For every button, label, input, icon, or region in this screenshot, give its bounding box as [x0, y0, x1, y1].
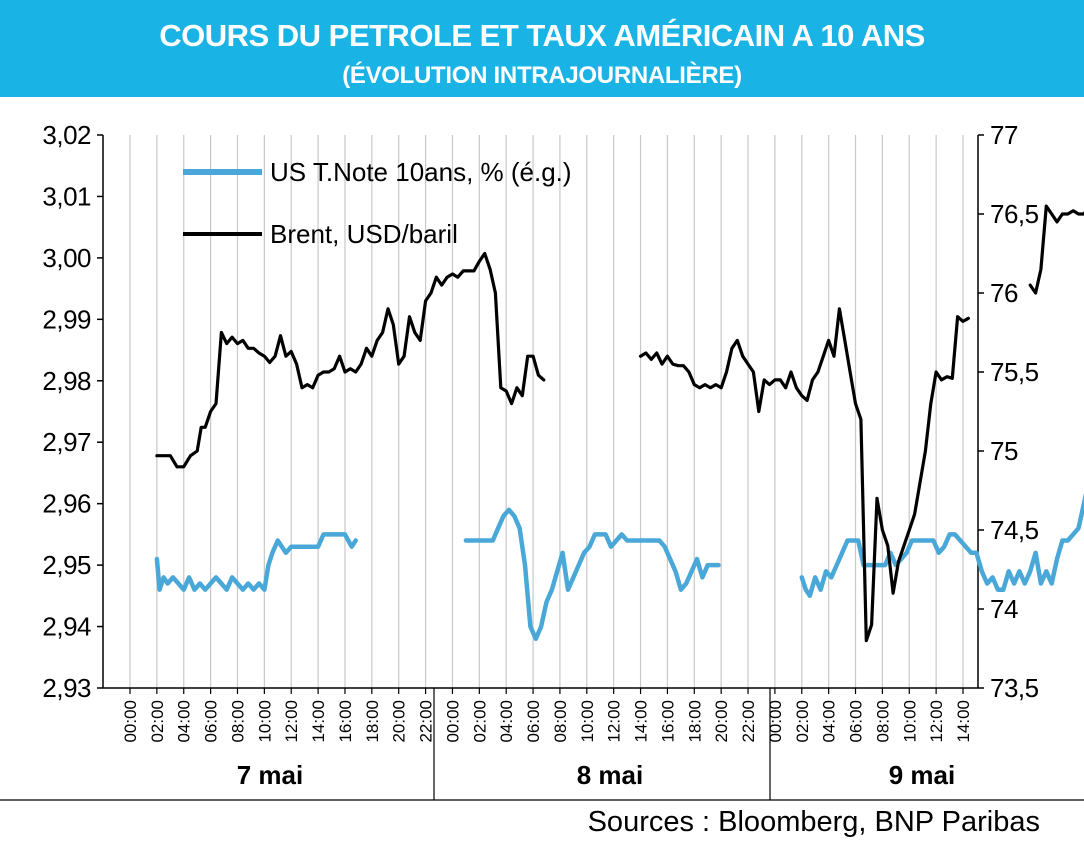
x-axis-tick-label: 04:00 — [497, 700, 516, 743]
x-axis-tick-label: 18:00 — [363, 700, 382, 743]
chart-title: COURS DU PETROLE ET TAUX AMÉRICAIN A 10 … — [159, 18, 925, 53]
left-axis-tick-label: 3,02 — [42, 120, 91, 150]
x-axis-tick-label: 20:00 — [390, 700, 409, 743]
series-lines — [154, 204, 1084, 643]
left-axis-tick-labels: 2,93 2,94 2,95 2,96 2,97 2,98 2,99 3,00 3,01 3,02 — [42, 120, 91, 703]
x-axis-tick-label: 00:00 — [766, 700, 785, 743]
x-axis-tick-label: 08:00 — [873, 700, 892, 743]
x-axis-tick-label: 00:00 — [121, 700, 140, 743]
x-axis-tick-label: 22:00 — [739, 700, 758, 743]
right-axis-tick-label: 76 — [990, 278, 1018, 308]
x-axis-tick-label: 12:00 — [282, 700, 301, 743]
axes — [97, 134, 984, 694]
left-axis-tick-label: 2,96 — [42, 489, 91, 519]
legend-label-tnote: US T.Note 10ans, % (é.g.) — [270, 157, 572, 187]
x-axis-tick-label: 16:00 — [658, 700, 677, 743]
x-axis-tick-label: 20:00 — [712, 700, 731, 743]
left-axis-tick-label: 2,93 — [42, 673, 91, 703]
x-axis-tick-label: 10:00 — [255, 700, 274, 743]
x-axis-tick-label: 14:00 — [632, 700, 651, 743]
day-label: 8 mai — [577, 760, 644, 790]
title-banner: COURS DU PETROLE ET TAUX AMÉRICAIN A 10 … — [0, 0, 1084, 97]
x-axis-tick-label: 14:00 — [309, 700, 328, 743]
x-axis-tick-label: 02:00 — [793, 700, 812, 743]
left-axis-tick-label: 3,00 — [42, 243, 91, 273]
left-axis-tick-label: 3,01 — [42, 181, 91, 211]
chart-subtitle: (ÉVOLUTION INTRAJOURNALIÈRE) — [342, 62, 742, 89]
x-axis-tick-label: 14:00 — [954, 700, 973, 743]
x-axis-tick-label: 04:00 — [820, 700, 839, 743]
x-axis-tick-labels: 00:00 02:00 04:00 06:00 08:00 10:00 12:00 14:00… — [121, 700, 973, 743]
right-axis-tick-label: 74,5 — [990, 515, 1039, 545]
x-axis-tick-label: 06:00 — [847, 700, 866, 743]
x-axis-tick-label: 08:00 — [228, 700, 247, 743]
right-axis-tick-label: 77 — [990, 120, 1018, 150]
x-axis-tick-label: 04:00 — [175, 700, 194, 743]
x-axis-tick-label: 12:00 — [927, 700, 946, 743]
brent-line — [155, 251, 546, 469]
left-axis-tick-label: 2,97 — [42, 427, 91, 457]
brent-line — [638, 307, 971, 643]
x-axis-tick-label: 22:00 — [417, 700, 436, 743]
x-axis-tick-label: 12:00 — [605, 700, 624, 743]
legend: US T.Note 10ans, % (é.g.) Brent, USD/bari… — [183, 157, 572, 249]
x-axis-tick-label: 16:00 — [336, 700, 355, 743]
right-axis-tick-labels: 73,5 74 74,5 75 75,5 76 76,5 77 — [990, 120, 1039, 703]
x-axis-tick-label: 08:00 — [551, 700, 570, 743]
x-axis-tick-label: 10:00 — [900, 700, 919, 743]
x-axis-tick-label: 06:00 — [202, 700, 221, 743]
left-axis-tick-label: 2,95 — [42, 550, 91, 580]
day-labels: 7 mai 8 mai 9 mai — [0, 688, 1084, 801]
left-axis-tick-label: 2,98 — [42, 366, 91, 396]
right-axis-tick-label: 73,5 — [990, 673, 1039, 703]
tnote-line — [463, 507, 721, 642]
source-note: Sources : Bloomberg, BNP Paribas — [587, 806, 1040, 838]
legend-label-brent: Brent, USD/baril — [270, 219, 458, 249]
right-axis-tick-label: 75,5 — [990, 357, 1039, 387]
x-axis-tick-label: 18:00 — [685, 700, 704, 743]
right-axis-tick-label: 76,5 — [990, 199, 1039, 229]
tnote-line — [154, 532, 358, 592]
left-axis-tick-label: 2,94 — [42, 612, 91, 642]
right-axis-tick-label: 74 — [990, 594, 1018, 624]
left-axis-tick-label: 2,99 — [42, 304, 91, 334]
day-label: 7 mai — [237, 760, 304, 790]
x-axis-tick-label: 00:00 — [443, 700, 462, 743]
x-axis-tick-label: 02:00 — [470, 700, 489, 743]
tnote-line — [799, 492, 1084, 599]
x-axis-tick-label: 06:00 — [524, 700, 543, 743]
day-label: 9 mai — [889, 760, 956, 790]
brent-line — [1028, 204, 1084, 295]
right-axis-tick-label: 75 — [990, 436, 1018, 466]
x-axis-tick-label: 02:00 — [148, 700, 167, 743]
x-axis-tick-label: 10:00 — [578, 700, 597, 743]
